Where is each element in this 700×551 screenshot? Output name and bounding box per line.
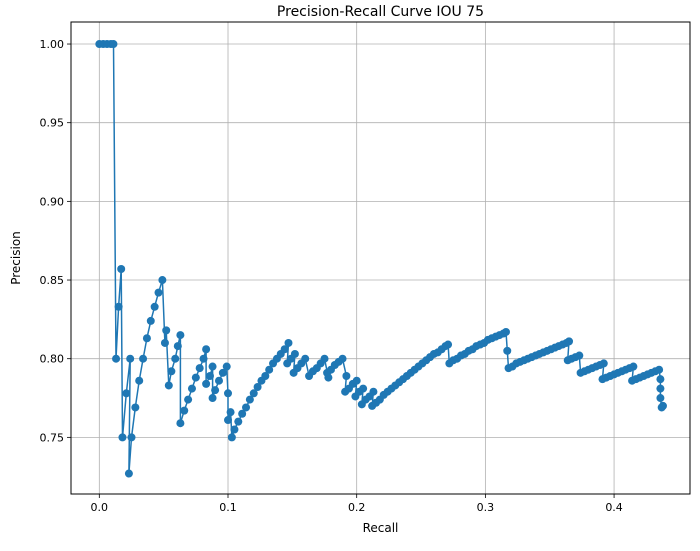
data-point bbox=[208, 362, 217, 371]
y-tick-label: 0.90 bbox=[40, 195, 65, 208]
data-point bbox=[369, 387, 378, 396]
data-point bbox=[503, 346, 512, 355]
data-point bbox=[242, 403, 251, 412]
data-point bbox=[599, 359, 608, 368]
data-point bbox=[122, 389, 131, 398]
data-point bbox=[135, 376, 144, 385]
data-point bbox=[126, 354, 135, 363]
data-point bbox=[301, 354, 310, 363]
y-tick-label: 0.95 bbox=[40, 117, 65, 130]
data-point bbox=[222, 362, 231, 371]
data-point bbox=[265, 365, 274, 374]
data-series bbox=[95, 40, 667, 478]
data-point bbox=[284, 338, 293, 347]
data-point bbox=[211, 386, 220, 395]
axis-ticks: 0.0 0.1 0.2 0.3 0.4 0.75 0.80 0.85 0.90 0.95 1.00 bbox=[40, 38, 623, 514]
data-point bbox=[199, 354, 208, 363]
data-point bbox=[109, 40, 118, 49]
data-point bbox=[124, 469, 133, 478]
data-point bbox=[142, 334, 151, 343]
data-point bbox=[218, 368, 227, 377]
data-point bbox=[227, 433, 236, 442]
data-point bbox=[224, 416, 233, 425]
data-point bbox=[191, 373, 200, 382]
x-axis-label: Recall bbox=[363, 521, 399, 535]
data-point bbox=[230, 425, 239, 434]
data-point bbox=[139, 354, 148, 363]
data-point bbox=[202, 345, 211, 354]
data-point bbox=[167, 367, 176, 376]
data-point bbox=[180, 406, 189, 415]
data-point bbox=[118, 433, 127, 442]
data-point bbox=[127, 433, 136, 442]
data-point bbox=[214, 376, 223, 385]
data-point bbox=[187, 384, 196, 393]
data-point bbox=[173, 342, 182, 351]
data-point bbox=[176, 331, 185, 340]
grid-lines bbox=[71, 22, 690, 494]
data-point bbox=[114, 302, 123, 311]
data-point bbox=[658, 401, 667, 410]
data-point bbox=[224, 389, 233, 398]
data-point bbox=[158, 276, 167, 285]
data-point bbox=[146, 316, 155, 325]
x-tick-label: 0.2 bbox=[348, 501, 366, 514]
data-point bbox=[226, 408, 235, 417]
data-point bbox=[164, 381, 173, 390]
x-tick-label: 0.4 bbox=[605, 501, 623, 514]
data-point bbox=[249, 389, 258, 398]
data-point bbox=[290, 349, 299, 358]
data-point bbox=[359, 384, 368, 393]
y-tick-label: 0.85 bbox=[40, 274, 65, 287]
y-axis-label: Precision bbox=[9, 231, 23, 285]
data-point bbox=[171, 354, 180, 363]
data-point bbox=[205, 372, 214, 380]
data-point bbox=[320, 354, 329, 363]
data-point bbox=[245, 395, 254, 404]
data-point bbox=[202, 379, 211, 388]
x-tick-label: 0.3 bbox=[477, 501, 495, 514]
plot-frame bbox=[70, 21, 691, 495]
data-point bbox=[208, 394, 217, 403]
data-point bbox=[575, 351, 584, 360]
data-point bbox=[656, 394, 665, 403]
data-point bbox=[131, 403, 140, 412]
data-point bbox=[444, 340, 453, 349]
y-tick-label: 0.80 bbox=[40, 353, 65, 366]
x-tick-label: 0.1 bbox=[219, 501, 237, 514]
data-point bbox=[162, 326, 171, 335]
x-tick-label: 0.0 bbox=[91, 501, 109, 514]
data-point bbox=[160, 338, 169, 347]
data-point bbox=[352, 376, 361, 385]
data-point bbox=[238, 409, 247, 418]
data-point bbox=[234, 417, 243, 426]
data-point bbox=[565, 337, 574, 346]
data-point bbox=[656, 375, 665, 384]
data-point bbox=[342, 372, 351, 380]
y-tick-label: 0.75 bbox=[40, 431, 65, 444]
data-point bbox=[280, 345, 289, 354]
data-point bbox=[176, 419, 185, 428]
data-point bbox=[501, 327, 510, 336]
data-point bbox=[195, 364, 204, 373]
data-point bbox=[655, 365, 664, 374]
data-point bbox=[112, 354, 121, 363]
data-point bbox=[184, 395, 193, 404]
data-point bbox=[656, 384, 665, 393]
data-point bbox=[253, 383, 262, 392]
chart-title: Precision-Recall Curve IOU 75 bbox=[277, 4, 484, 20]
data-point bbox=[150, 302, 159, 311]
data-point bbox=[154, 288, 163, 297]
y-tick-label: 1.00 bbox=[40, 38, 65, 51]
data-point bbox=[117, 265, 126, 274]
data-point bbox=[261, 372, 270, 380]
data-point bbox=[338, 354, 347, 363]
data-point bbox=[629, 362, 638, 371]
